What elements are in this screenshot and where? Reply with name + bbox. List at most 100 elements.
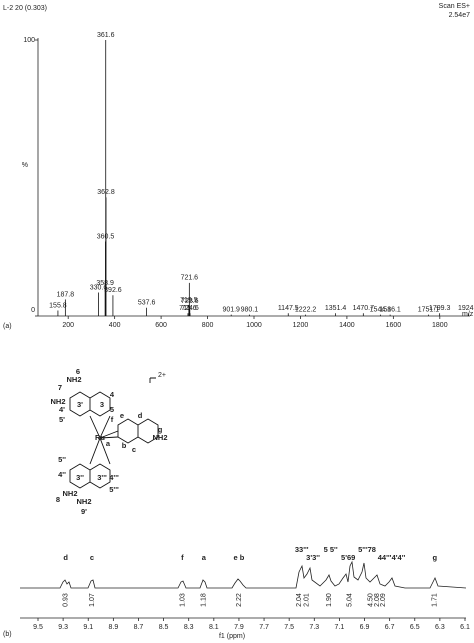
atom-label: b [122,441,127,450]
atom-label: 5''' [109,485,119,494]
x-tick-label: 8.1 [209,624,219,631]
atom-label: NH2 [66,375,81,384]
atom-label: 4'' [58,470,66,479]
integral: 1.71 [432,593,439,607]
metal: Ru [95,433,105,442]
y-tick-label: 100 [23,37,35,44]
x-tick-label: 9.1 [83,624,93,631]
integral: 1.90 [326,593,333,607]
nmr-trace [20,560,467,589]
x-tick-label: 6.1 [460,624,470,631]
ms-header: L-2 20 (0.303) [3,5,47,12]
nmr-x-label: f1 (ppm) [219,633,245,640]
x-tick-label: 8.3 [184,624,194,631]
integral: 2.08 [374,593,381,607]
x-tick-label: 6.7 [385,624,395,631]
atom-label: c [132,445,136,454]
atom-label: 5' [59,415,65,424]
peak-label: 1351.4 [325,305,347,312]
x-label: m/z [462,311,474,318]
panel-label: (b) [3,631,12,638]
x-tick-label: 7.3 [309,624,319,631]
atom-label: d [138,411,143,420]
x-tick-label: 9.5 [33,624,43,631]
bpy-bottom [69,463,111,489]
atom-label: 4' [59,405,65,414]
peak-label: 1751.1 [418,306,440,313]
charge: 2+ [158,372,166,379]
x-tick-label: 6.5 [410,624,420,631]
atom-label: NH2 [76,497,91,506]
bracket [149,377,156,383]
integral: 4.50 [368,593,375,607]
peak-label: 724.6 [181,305,199,312]
peak-label: 155.8 [49,302,67,309]
peak-label: 715.6 [179,305,197,312]
peak-label: f [181,553,184,562]
atom-label: e [120,411,124,420]
integral: 1.18 [201,593,208,607]
peak-label: 723.6 [181,298,199,305]
atom-label: 9' [81,507,87,516]
atom-label: 4 [110,390,115,399]
y-label: % [22,162,28,169]
panel-label: (a) [3,323,12,330]
atom-label: 7 [58,383,62,392]
peak-label: 1147.5 [278,305,299,312]
integral: 2.22 [236,593,243,607]
peak-label: 537.6 [138,300,156,307]
peak-label: 1222.2 [295,306,317,313]
peak-label: 721.6 [181,275,199,282]
x-tick-label: 7.1 [335,624,345,631]
ms-scan: Scan ES+ [439,3,470,10]
atom-label: 6 [76,367,80,376]
atom-label: 3' [77,400,83,409]
peak-label: c [90,553,94,562]
x-tick-label: 6.9 [360,624,370,631]
atom-label: 3 [100,400,104,409]
peak-label: 362.8 [97,189,115,196]
peak-label: 361.6 [97,32,115,39]
x-tick-label: 400 [109,322,121,329]
peak-label: 1586.1 [379,306,401,313]
integral: 2.01 [304,593,311,607]
peak-label: 187.8 [57,291,75,298]
x-tick-label: 800 [202,322,214,329]
peak-label: 980.1 [241,306,259,313]
x-tick-label: 1200 [293,322,309,329]
atom-label: 3'' [76,473,84,482]
peak-label: d [63,553,68,562]
y-tick-label: 0 [31,307,35,314]
peak-label: e b [234,553,245,562]
x-tick-label: 8.7 [134,624,144,631]
integral: 1.03 [179,593,186,607]
peak-label: 1470.7 [353,305,375,312]
integral: 1.07 [89,593,96,607]
integral: 2.09 [380,593,387,607]
x-tick-label: 6.3 [435,624,445,631]
atom-label: 3''' [97,473,107,482]
atom-label: 5'' [58,455,66,464]
peak-label: 1924.3 [458,305,474,312]
peak-label: 719.5 [180,297,198,304]
atom-label: NH2 [62,489,77,498]
ms-scale: 2.54e7 [449,12,471,19]
peak-label: a [202,553,207,562]
integral: 5.04 [346,593,353,607]
peak-label: g [433,553,438,562]
x-tick-label: 1600 [386,322,402,329]
atom-label: f [111,415,114,424]
peak-label: 4'4'' [392,553,406,562]
structure: 2+ [69,372,166,489]
peak-label: 44''' [378,553,392,562]
atom-label: NH2 [50,397,65,406]
peak-label: 1799.3 [429,305,451,312]
peak-label: 5'69 [341,553,355,562]
integral: 0.93 [62,593,69,607]
atom-label: 4''' [109,473,119,482]
x-tick-label: 1800 [432,322,448,329]
peak-label: 33''' [295,545,309,554]
x-tick-label: 600 [155,322,167,329]
atom-label: a [106,439,111,448]
x-tick-label: 7.7 [259,624,269,631]
